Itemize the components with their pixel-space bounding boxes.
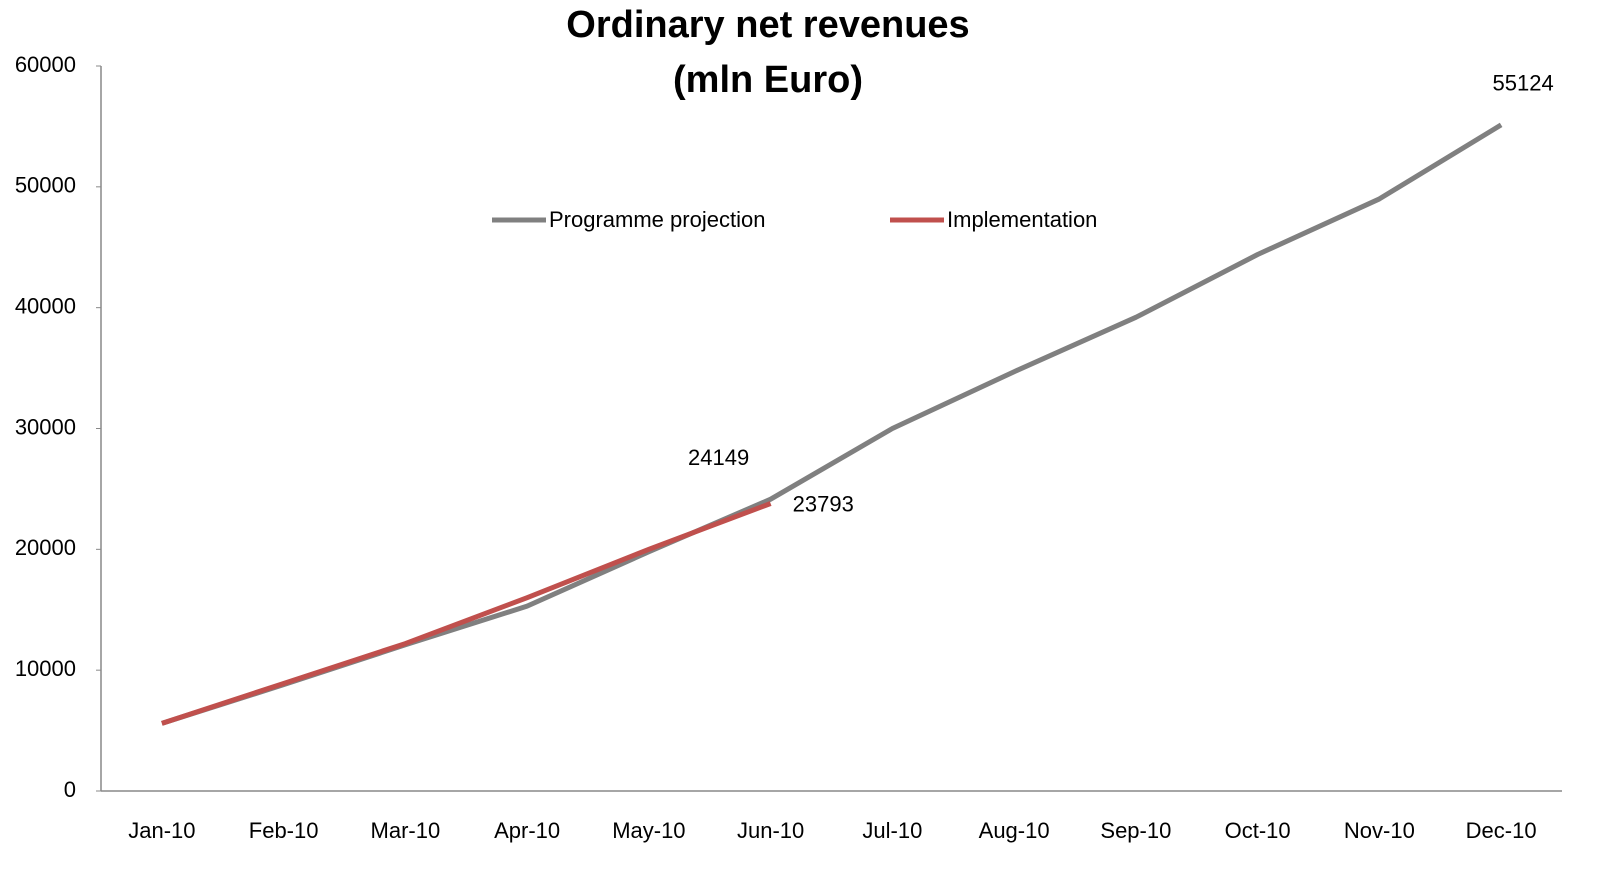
data-label: 23793 (793, 491, 854, 516)
legend-label: Implementation (947, 207, 1097, 232)
x-tick-label: May-10 (612, 818, 685, 843)
data-label: 55124 (1493, 71, 1554, 96)
y-tick-label: 10000 (15, 656, 76, 681)
series-line (161, 122, 1503, 726)
x-tick-label: Jan-10 (128, 818, 195, 843)
y-tick-label: 60000 (15, 52, 76, 77)
x-tick-label: Dec-10 (1466, 818, 1537, 843)
y-tick-label: 50000 (15, 173, 76, 198)
x-tick-label: Aug-10 (979, 818, 1050, 843)
chart-subtitle: (mln Euro) (673, 59, 863, 101)
x-tick-label: Mar-10 (371, 818, 441, 843)
legend-label: Programme projection (549, 207, 765, 232)
x-tick-label: Jul-10 (862, 818, 922, 843)
y-tick-label: 30000 (15, 414, 76, 439)
chart-title: Ordinary net revenues (566, 4, 969, 46)
x-tick-label: Sep-10 (1100, 818, 1171, 843)
y-tick-label: 40000 (15, 293, 76, 318)
x-tick-label: Jun-10 (737, 818, 804, 843)
x-tick-label: Nov-10 (1344, 818, 1415, 843)
y-tick-label: 20000 (15, 535, 76, 560)
x-tick-label: Feb-10 (249, 818, 319, 843)
data-label: 24149 (688, 445, 749, 470)
x-tick-label: Oct-10 (1225, 818, 1291, 843)
x-tick-label: Apr-10 (494, 818, 560, 843)
y-tick-label: 0 (64, 777, 76, 802)
series-line (161, 501, 772, 726)
